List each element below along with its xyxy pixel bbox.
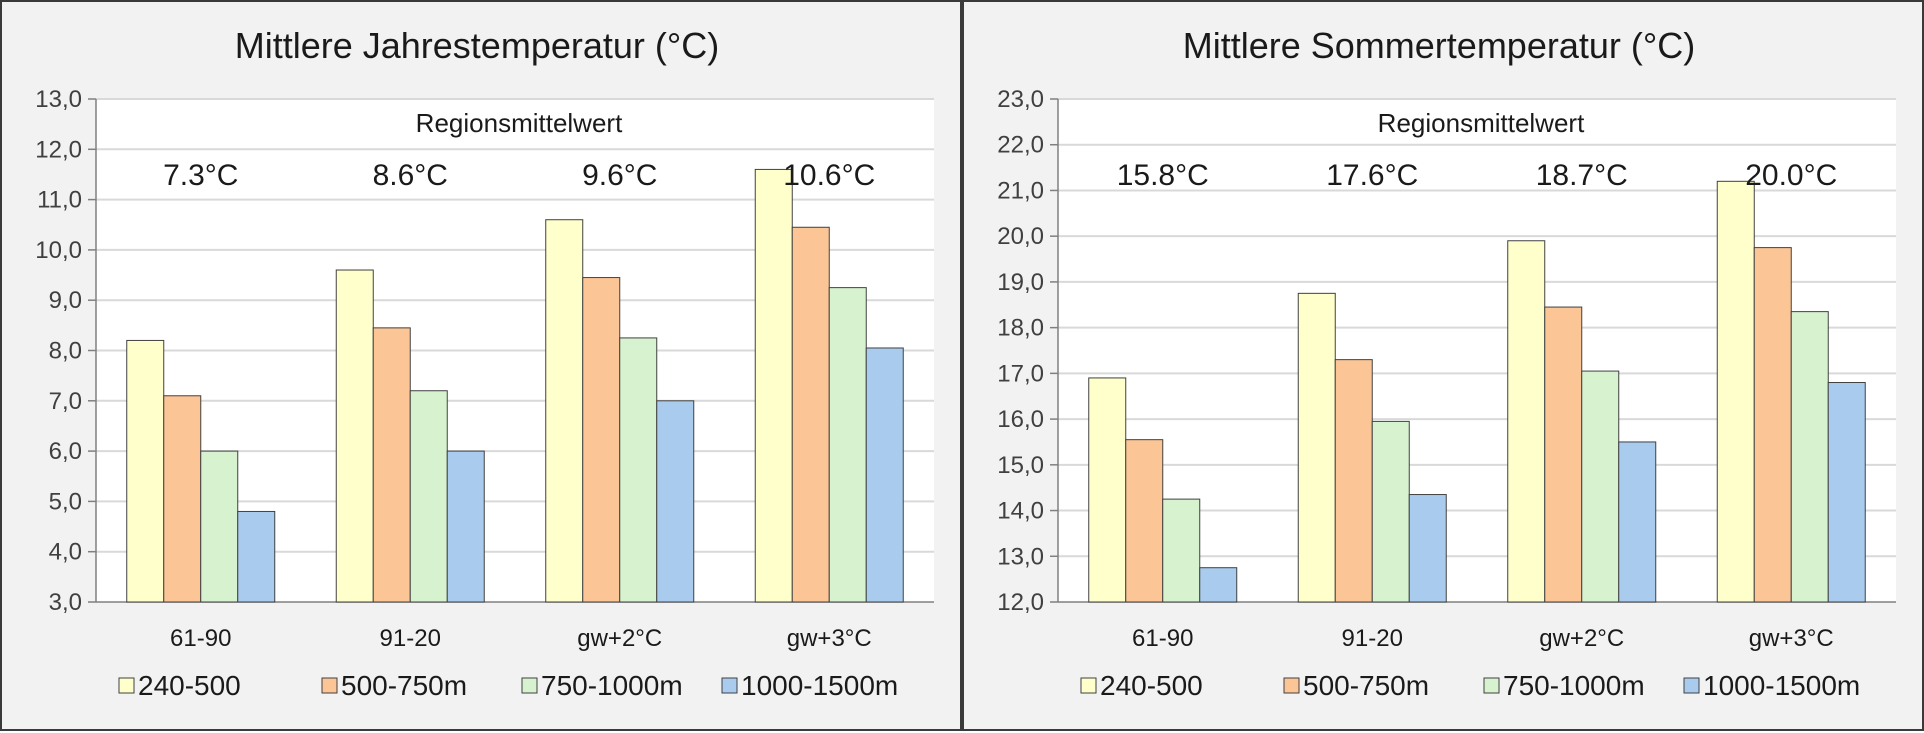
y-tick-label: 9,0 [49, 287, 82, 314]
y-tick-label: 12,0 [997, 589, 1044, 616]
legend-swatch-1000-1500m [1683, 677, 1700, 694]
chart-panel-annual: 3,0 4,0 5,0 6,0 7,0 8,0 9,0 10,0 11,0 12,0 13,0 Mit… [0, 0, 962, 731]
bar-750-1000m-61-90 [1162, 498, 1201, 603]
bar-240-500-gw-2-c [1507, 240, 1546, 603]
region-mean-label: 10.6°C [783, 159, 875, 192]
bar-1000-1500m-61-90 [1199, 567, 1238, 603]
chart-title: Mittlere Jahrestemperatur (°C) [235, 25, 720, 66]
bar-500-750m-gw-2-c [582, 277, 621, 603]
y-tick-label: 7,0 [49, 388, 82, 415]
bar-240-500-91-20 [1297, 292, 1336, 603]
bar-240-500-61-90 [126, 339, 165, 603]
bar-500-750m-61-90 [163, 395, 202, 603]
bar-500-750m-61-90 [1125, 439, 1164, 603]
legend-swatch-1000-1500m [721, 677, 738, 694]
y-tick-label: 10,0 [35, 237, 82, 264]
legend-label-500-750m: 500-750m [1303, 670, 1429, 701]
legend-label-240-500: 240-500 [1100, 670, 1203, 701]
bar-1000-1500m-91-20 [1408, 494, 1447, 603]
legend-swatch-240-500 [118, 677, 135, 694]
legend-swatch-500-750m [1283, 677, 1300, 694]
legend-swatch-500-750m [321, 677, 338, 694]
bar-240-500-gw-3-c [1716, 180, 1755, 603]
legend-swatch-240-500 [1080, 677, 1097, 694]
y-tick-label: 15,0 [997, 452, 1044, 479]
bar-750-1000m-91-20 [409, 390, 448, 603]
chart-title: Mittlere Sommertemperatur (°C) [1183, 25, 1696, 66]
y-tick-label: 20,0 [997, 223, 1044, 250]
x-category-label: gw+3°C [787, 625, 872, 652]
bar-750-1000m-61-90 [200, 450, 239, 603]
x-category-label: 91-20 [1342, 625, 1403, 652]
x-category-label: gw+3°C [1749, 625, 1834, 652]
y-tick-label: 4,0 [49, 539, 82, 566]
bar-750-1000m-gw-2-c [1581, 370, 1620, 603]
bar-500-750m-gw-2-c [1544, 306, 1583, 603]
chart-annual-temperature: 3,0 4,0 5,0 6,0 7,0 8,0 9,0 10,0 11,0 12,0 13,0 Mit… [35, 25, 934, 701]
bar-1000-1500m-gw-2-c [1618, 441, 1657, 603]
bar-240-500-91-20 [335, 269, 374, 603]
y-tick-label: 21,0 [997, 177, 1044, 204]
y-tick-label: 17,0 [997, 360, 1044, 387]
region-mean-label: 15.8°C [1117, 159, 1209, 192]
annotation-region-mean: Regionsmittelwert [416, 108, 623, 138]
annotation-region-mean: Regionsmittelwert [1378, 108, 1585, 138]
x-category-label: gw+2°C [1539, 625, 1624, 652]
bar-500-750m-gw-3-c [791, 226, 830, 603]
bar-750-1000m-91-20 [1371, 420, 1410, 603]
bar-1000-1500m-gw-3-c [1827, 382, 1866, 603]
x-category-label: 61-90 [1132, 625, 1193, 652]
x-category-label: 61-90 [170, 625, 231, 652]
bar-1000-1500m-gw-2-c [656, 400, 695, 603]
region-mean-label: 7.3°C [163, 159, 238, 192]
bar-750-1000m-gw-3-c [828, 287, 867, 603]
y-tick-label: 3,0 [49, 589, 82, 616]
y-tick-label: 18,0 [997, 315, 1044, 342]
legend-label-750-1000m: 750-1000m [541, 670, 683, 701]
y-tick-label: 11,0 [37, 187, 82, 214]
bar-1000-1500m-gw-3-c [865, 347, 904, 603]
y-tick-label: 8,0 [49, 338, 82, 365]
legend-label-750-1000m: 750-1000m [1503, 670, 1645, 701]
y-tick-label: 14,0 [997, 498, 1044, 525]
y-tick-label: 12,0 [35, 136, 82, 163]
bar-1000-1500m-91-20 [446, 450, 485, 603]
x-category-label: gw+2°C [577, 625, 662, 652]
bar-1000-1500m-61-90 [237, 510, 276, 603]
region-mean-label: 20.0°C [1745, 159, 1837, 192]
legend-swatch-750-1000m [1483, 677, 1500, 694]
bar-750-1000m-gw-3-c [1790, 311, 1829, 603]
legend-swatch-750-1000m [521, 677, 538, 694]
y-tick-label: 13,0 [997, 543, 1044, 570]
legend-label-500-750m: 500-750m [341, 670, 467, 701]
y-tick-label: 13,0 [35, 86, 82, 113]
y-tick-label: 5,0 [49, 488, 82, 515]
bar-500-750m-91-20 [1334, 359, 1373, 603]
bar-240-500-gw-2-c [545, 219, 584, 603]
region-mean-label: 18.7°C [1536, 159, 1628, 192]
legend-label-240-500: 240-500 [138, 670, 241, 701]
bar-750-1000m-gw-2-c [619, 337, 658, 603]
legend-label-1000-1500m: 1000-1500m [741, 670, 898, 701]
chart-summer-temperature: 12,0 13,0 14,0 15,0 16,0 17,0 18,0 19,0 20,0 21,0… [997, 25, 1896, 701]
bar-500-750m-gw-3-c [1753, 247, 1792, 603]
y-tick-label: 16,0 [997, 406, 1044, 433]
region-mean-label: 9.6°C [582, 159, 657, 192]
bar-240-500-gw-3-c [754, 168, 793, 603]
region-mean-label: 17.6°C [1326, 159, 1418, 192]
bar-240-500-61-90 [1088, 377, 1127, 603]
bar-500-750m-91-20 [372, 327, 411, 603]
y-tick-label: 23,0 [997, 86, 1044, 113]
y-tick-label: 22,0 [997, 132, 1044, 159]
region-mean-label: 8.6°C [373, 159, 448, 192]
y-tick-label: 6,0 [49, 438, 82, 465]
x-category-label: 91-20 [380, 625, 441, 652]
chart-panel-summer: 12,0 13,0 14,0 15,0 16,0 17,0 18,0 19,0 20,0 21,0… [962, 0, 1924, 731]
legend-label-1000-1500m: 1000-1500m [1703, 670, 1860, 701]
y-tick-label: 19,0 [997, 269, 1044, 296]
